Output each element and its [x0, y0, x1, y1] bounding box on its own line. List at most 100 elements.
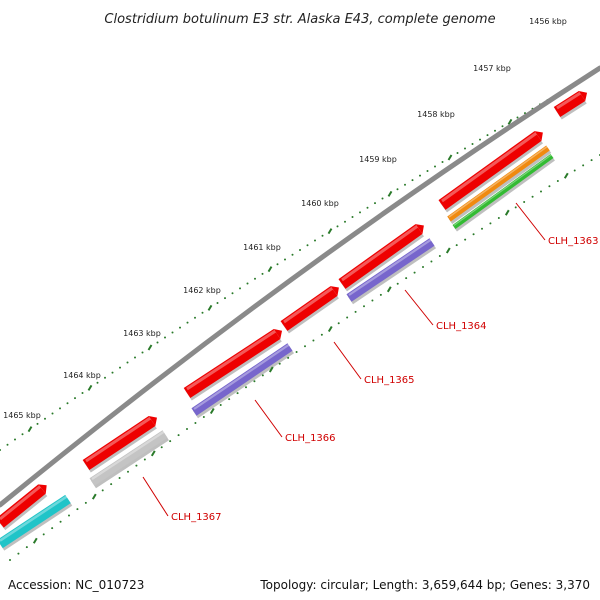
- minor-tick: [246, 282, 249, 285]
- minor-tick: [81, 392, 84, 395]
- minor-tick: [346, 316, 349, 319]
- minor-tick: [472, 233, 475, 236]
- minor-tick: [9, 559, 11, 561]
- inner-scale-ring: [9, 154, 600, 561]
- minor-tick: [228, 398, 231, 401]
- minor-tick: [344, 220, 346, 223]
- minor-tick: [471, 143, 474, 146]
- minor-tick: [363, 305, 365, 308]
- minor-tick: [374, 202, 376, 205]
- leader-line: [333, 341, 362, 380]
- minor-tick: [171, 331, 174, 334]
- major-tick: [91, 493, 97, 500]
- minor-tick: [438, 255, 441, 258]
- major-tick: [504, 209, 510, 216]
- minor-tick: [261, 374, 264, 377]
- minor-tick: [523, 201, 526, 204]
- minor-tick: [396, 282, 399, 285]
- minor-tick: [186, 321, 189, 324]
- minor-tick: [179, 326, 181, 329]
- scale-label: 1459 kbp: [359, 155, 397, 164]
- major-tick: [27, 426, 33, 433]
- minor-tick: [194, 422, 197, 425]
- scale-label: 1461 kbp: [243, 243, 281, 252]
- major-tick: [387, 190, 393, 197]
- major-tick: [32, 537, 38, 544]
- minor-tick: [6, 443, 9, 446]
- minor-tick: [354, 310, 357, 313]
- minor-tick: [514, 206, 517, 209]
- minor-tick: [186, 428, 188, 431]
- minor-tick: [261, 272, 264, 275]
- minor-tick: [531, 195, 534, 198]
- minor-tick: [456, 152, 459, 155]
- minor-tick: [516, 116, 519, 119]
- minor-tick: [59, 407, 61, 410]
- minor-tick: [254, 277, 256, 280]
- leader-line: [515, 202, 546, 241]
- minor-tick: [278, 362, 281, 365]
- minor-tick: [127, 470, 129, 473]
- gene-feature: [191, 343, 295, 419]
- major-tick: [507, 118, 513, 125]
- major-tick: [267, 266, 273, 273]
- gene-feature: [447, 145, 552, 224]
- minor-tick: [337, 322, 340, 325]
- scale-label: 1458 kbp: [417, 110, 455, 119]
- scale-label: 1460 kbp: [301, 199, 339, 208]
- minor-tick: [299, 249, 301, 251]
- leader-line: [404, 289, 434, 326]
- cds-feature: [553, 90, 588, 120]
- minor-tick: [202, 416, 205, 419]
- minor-tick: [540, 190, 542, 193]
- minor-tick: [164, 336, 166, 339]
- minor-tick: [359, 211, 361, 214]
- minor-tick: [59, 520, 62, 523]
- scale-label: 1463 kbp: [123, 329, 161, 338]
- minor-tick: [501, 125, 504, 128]
- scale-label: 1462 kbp: [183, 286, 221, 295]
- minor-tick: [320, 333, 323, 336]
- minor-tick: [253, 380, 256, 383]
- minor-tick: [405, 277, 408, 280]
- minor-tick: [177, 434, 180, 437]
- minor-tick: [36, 422, 39, 425]
- accession-text: Accession: NC_010723: [8, 578, 145, 592]
- minor-tick: [118, 476, 121, 479]
- major-tick: [327, 228, 333, 235]
- minor-tick: [548, 185, 551, 188]
- scale-label: 1457 kbp: [473, 64, 511, 73]
- minor-tick: [430, 260, 433, 263]
- major-tick: [209, 407, 215, 415]
- minor-tick: [582, 164, 585, 167]
- minor-tick: [84, 501, 87, 504]
- minor-tick: [201, 311, 204, 314]
- map-title: Clostridium botulinum E3 str. Alaska E43…: [104, 12, 495, 27]
- minor-tick: [481, 227, 483, 230]
- gene-feature: [0, 494, 73, 551]
- minor-tick: [216, 302, 219, 305]
- minor-tick: [434, 165, 436, 168]
- minor-tick: [304, 345, 306, 348]
- minor-tick: [422, 266, 424, 269]
- cds-feature: [338, 223, 424, 292]
- cds-feature: [0, 483, 48, 531]
- minor-tick: [306, 244, 309, 247]
- minor-tick: [44, 417, 46, 420]
- minor-tick: [76, 508, 79, 511]
- cds-feature: [280, 285, 339, 334]
- genome-summary-text: Topology: circular; Length: 3,659,644 bp…: [260, 578, 590, 592]
- minor-tick: [455, 244, 458, 247]
- minor-tick: [486, 134, 489, 137]
- minor-tick: [51, 412, 54, 415]
- minor-tick: [21, 433, 24, 436]
- minor-tick: [245, 386, 247, 389]
- genome-backbone: [0, 65, 600, 508]
- cds-feature: [438, 130, 544, 213]
- gene-labels: CLH_1363 CLH_1364 CLH_1365 CLH_1366 CLH_1367: [142, 202, 599, 523]
- minor-tick: [371, 299, 374, 302]
- minor-tick: [66, 402, 69, 405]
- major-tick: [147, 344, 153, 351]
- minor-tick: [419, 174, 421, 177]
